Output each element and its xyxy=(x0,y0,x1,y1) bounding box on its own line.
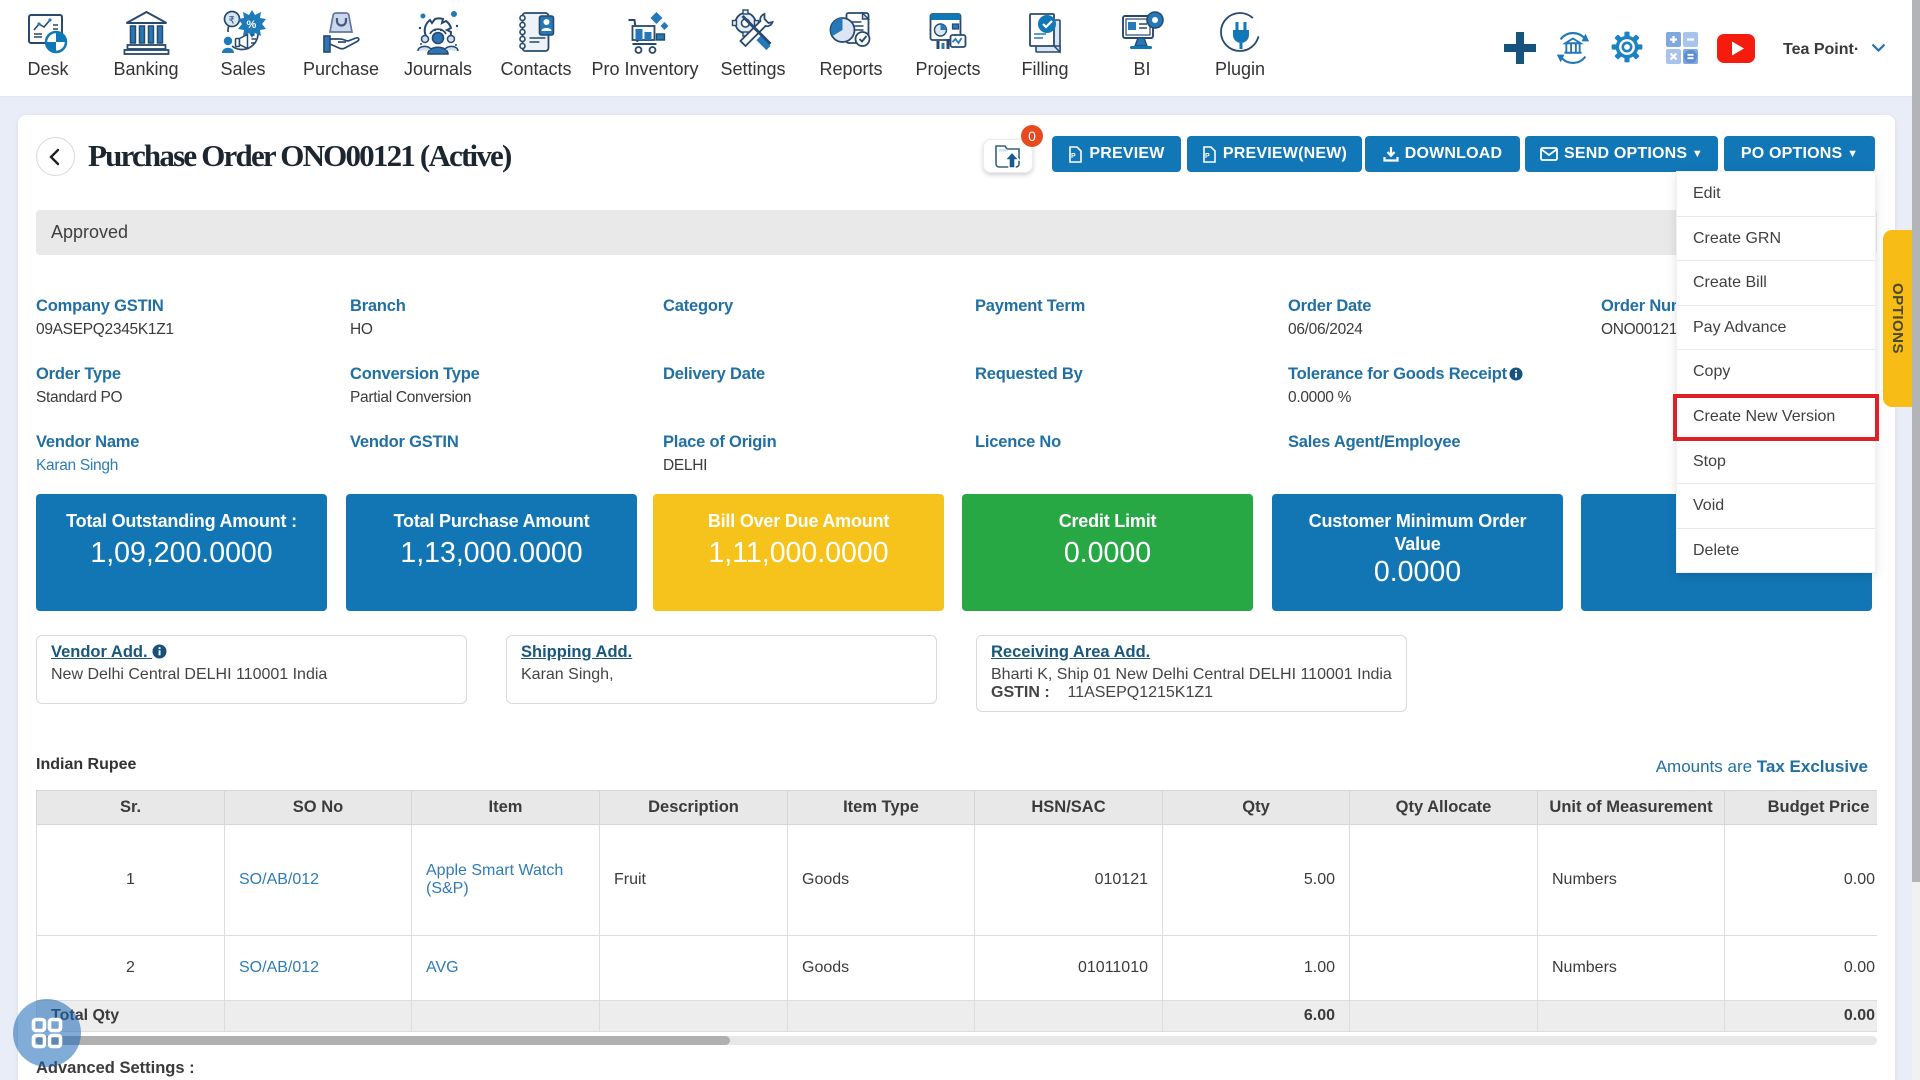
svg-text:₹: ₹ xyxy=(229,16,235,27)
svg-text:P: P xyxy=(1205,153,1210,160)
svg-text:%: % xyxy=(247,19,257,31)
svg-text:P: P xyxy=(1071,153,1076,160)
